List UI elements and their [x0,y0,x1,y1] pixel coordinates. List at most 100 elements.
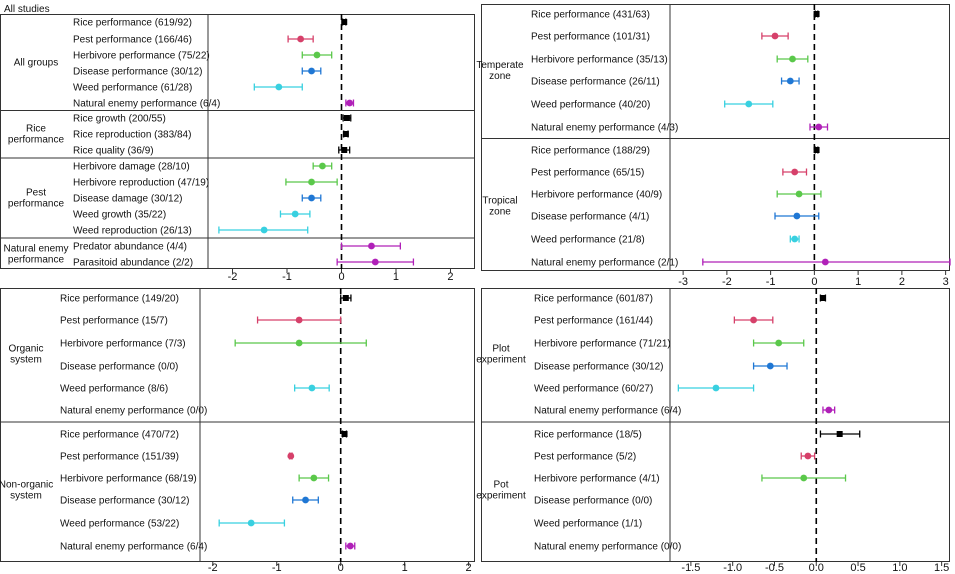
row-label: Weed performance (1/1) [534,519,642,530]
row-label: Natural enemy performance (0/0) [534,542,681,553]
point-estimate [297,35,305,43]
x-tick-label: -1.0 [723,562,742,574]
point-estimate [786,77,794,85]
point-estimate [371,258,379,266]
x-tick-label: 1.5 [934,562,949,574]
group-label: Natural enemy [3,244,68,255]
group-label: Organic [8,344,43,355]
point-estimate [341,147,348,153]
row-label: Weed performance (53/22) [60,519,179,530]
x-tick-label: -3 [678,276,688,288]
row-label: Rice performance (18/5) [534,430,642,441]
row-label: Rice performance (619/92) [73,18,192,29]
group-label: Non-organic [0,480,53,491]
row-label: Predator abundance (4/4) [73,242,187,253]
point-estimate [368,242,375,250]
row-label: Herbivore performance (7/3) [60,339,186,350]
row-label: Disease performance (30/12) [60,496,190,507]
point-estimate [771,32,779,40]
point-estimate [310,474,318,482]
x-tick-label: -2 [208,562,218,574]
row-label: Rice growth (200/55) [73,114,166,125]
x-tick-label: -1 [282,271,292,283]
group-label: experiment [476,491,526,502]
point-estimate [319,162,326,170]
point-estimate [295,316,303,324]
group-label: All groups [14,58,58,69]
point-estimate [821,258,829,266]
x-tick-label: 0 [338,271,344,283]
row-label: Natural enemy performance (6/4) [60,542,207,553]
group-label: zone [489,207,511,218]
row-label: Disease performance (0/0) [60,362,178,373]
group-label: Plot [492,344,509,355]
row-label: Rice quality (36/9) [73,146,154,157]
row-label: Pest performance (166/46) [73,35,192,46]
row-label: Herbivore performance (35/13) [531,55,668,66]
point-estimate [789,55,796,63]
point-estimate [750,316,757,324]
point-estimate [766,362,774,370]
row-label: Rice reproduction (383/84) [73,130,191,141]
row-label: Disease performance (30/12) [534,362,664,373]
point-estimate [275,83,283,91]
panel-frame [481,4,950,271]
row-label: Natural enemy performance (0/0) [60,406,207,417]
row-label: Weed growth (35/22) [73,210,166,221]
row-label: Rice performance (601/87) [534,294,653,305]
row-label: Herbivore performance (75/22) [73,51,210,62]
point-estimate [308,194,315,202]
row-label: Natural enemy performance (4/3) [531,123,678,134]
row-label: Weed performance (40/20) [531,100,650,111]
row-label: Rice performance (431/63) [531,10,650,21]
row-label: Weed performance (60/27) [534,384,653,395]
group-label: performance [8,135,65,146]
point-estimate [313,51,321,59]
group-label: Tropical [482,196,517,207]
point-estimate [247,519,255,527]
x-tick-label: 0.0 [809,562,824,574]
point-estimate [813,11,820,17]
row-label: Weed reproduction (26/13) [73,226,192,237]
group-label: Temperate [476,60,524,71]
point-estimate [815,123,823,131]
point-estimate [800,474,808,482]
row-label: Herbivore performance (71/21) [534,339,671,350]
row-label: Pest performance (65/15) [531,168,644,179]
row-label: Herbivore performance (68/19) [60,474,197,485]
row-label: Weed performance (21/8) [531,235,645,246]
point-estimate [712,384,720,392]
point-estimate [295,339,303,347]
x-tick-label: 2 [899,276,905,288]
point-estimate [342,131,349,137]
row-label: Pest performance (151/39) [60,452,179,463]
group-label: performance [8,199,65,210]
panel-frame [481,288,950,562]
group-label: Pot [493,480,508,491]
x-tick-label: -2 [228,271,238,283]
point-estimate [346,542,354,550]
point-estimate [775,339,783,347]
x-tick-label: -1 [272,562,282,574]
row-label: Disease damage (30/12) [73,194,183,205]
point-estimate [341,431,348,437]
point-estimate [308,178,315,186]
row-label: Pest performance (161/44) [534,316,653,327]
point-estimate [341,19,348,25]
point-estimate [793,212,801,220]
row-label: Disease performance (4/1) [531,212,649,223]
x-tick-label: -1 [766,276,776,288]
point-estimate [813,147,820,153]
point-estimate [343,115,350,121]
x-tick-label: -0.5 [765,562,784,574]
point-estimate [836,431,843,437]
row-label: Rice performance (470/72) [60,430,179,441]
group-label: Rice [26,124,46,135]
group-label: system [10,491,42,502]
row-label: Disease performance (0/0) [534,496,652,507]
point-estimate [795,190,803,198]
row-label: Disease performance (30/12) [73,67,203,78]
point-estimate [287,452,295,460]
point-estimate [260,226,268,234]
